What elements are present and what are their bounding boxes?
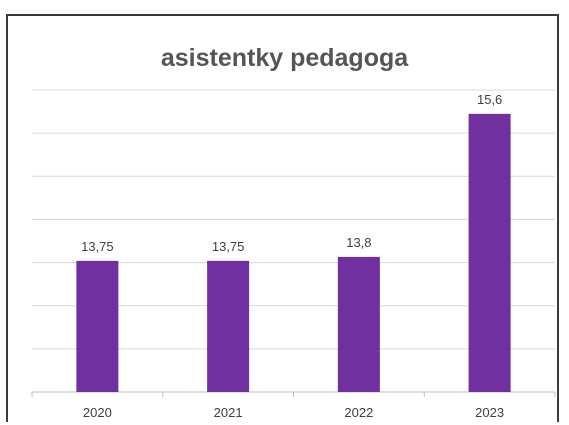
bar-2021: [207, 261, 249, 392]
x-tick-label-2022: 2022: [344, 405, 373, 420]
x-tick-label-2021: 2021: [214, 405, 243, 420]
data-label-2021: 13,75: [212, 239, 245, 254]
data-label-2022: 13,8: [346, 235, 371, 250]
bar-2023: [469, 114, 511, 392]
x-tick-label-2023: 2023: [475, 405, 504, 420]
bar-2020: [76, 261, 118, 392]
bar-2022: [338, 257, 380, 392]
data-label-2023: 15,6: [477, 92, 502, 107]
x-tick-label-2020: 2020: [83, 405, 112, 420]
data-label-2020: 13,75: [81, 239, 114, 254]
